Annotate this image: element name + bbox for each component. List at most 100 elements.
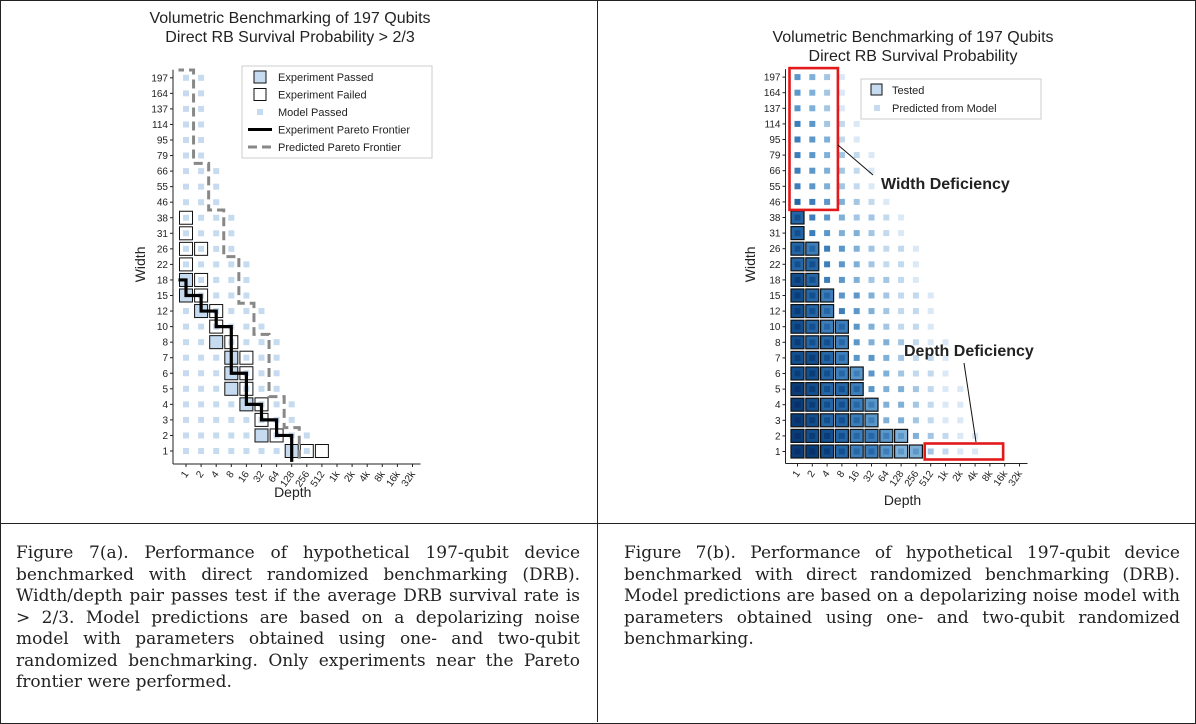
chart-a-legend: Experiment Passed Experiment Failed Model … xyxy=(241,65,433,159)
chart-b-predicted-point xyxy=(883,292,890,299)
chart-a-model-passed-point xyxy=(198,276,205,283)
chart-b-predicted-point xyxy=(809,292,816,299)
chart-b-predicted-point xyxy=(838,401,845,408)
chart-a-subtitle: Direct RB Survival Probability > 2/3 xyxy=(165,29,415,46)
chart-b-y-tick-label: 26 xyxy=(769,244,781,255)
chart-b-predicted-point xyxy=(957,401,964,408)
chart-a-model-passed-point xyxy=(213,168,220,175)
chart-a-model-passed-point xyxy=(243,261,250,268)
chart-a-model-passed-point xyxy=(213,401,220,408)
chart-b-predicted-point xyxy=(794,276,801,283)
chart-a-model-passed-point xyxy=(258,339,265,346)
chart-a-x-tick-label: 2 xyxy=(194,469,206,480)
chart-b-predicted-point xyxy=(942,448,949,455)
chart-a-model-passed-point xyxy=(273,339,280,346)
chart-b-predicted-point xyxy=(838,105,845,112)
chart-a-experiment-failed xyxy=(179,257,193,272)
chart-b-y-tick-label: 4 xyxy=(775,400,781,411)
chart-a-x-tick-label: 1k xyxy=(327,469,343,485)
chart-b-x-tick-label: 8 xyxy=(835,469,847,480)
chart-b-predicted-point xyxy=(883,354,890,361)
chart-b-predicted-point xyxy=(824,432,831,439)
chart-b-predicted-point xyxy=(824,276,831,283)
chart-b-predicted-point xyxy=(824,261,831,268)
chart-b-predicted-point xyxy=(912,323,919,330)
chart-b-predicted-point xyxy=(868,276,875,283)
chart-a-model-passed-point xyxy=(303,432,310,439)
chart-b-predicted-point xyxy=(824,448,831,455)
chart-a-model-passed-point xyxy=(198,152,205,159)
chart-b-predicted-point xyxy=(883,198,890,205)
chart-a-model-passed-point xyxy=(213,261,220,268)
chart-b-x-tick-label: 32k xyxy=(1007,468,1026,488)
chart-a-title: Volumetric Benchmarking of 197 Qubits xyxy=(149,10,430,27)
chart-b-predicted-point xyxy=(883,417,890,424)
chart-a-model-passed-point xyxy=(213,183,220,190)
chart-b-predicted-point xyxy=(942,401,949,408)
chart-b-predicted-point xyxy=(868,417,875,424)
chart-b-predicted-point xyxy=(794,89,801,96)
legend-swatch-passed xyxy=(253,70,267,84)
chart-a-model-passed-point xyxy=(183,137,189,143)
chart-b-y-tick-label: 1 xyxy=(775,447,781,458)
chart-a-y-tick-label: 164 xyxy=(151,89,168,100)
chart-b-predicted-point xyxy=(794,354,801,361)
chart-b-x-tick-label: 2 xyxy=(806,469,818,480)
chart-b-predicted-point xyxy=(853,292,860,299)
chart-a-model-passed-point xyxy=(243,432,250,439)
chart-a-x-tick-label: 16 xyxy=(236,469,252,485)
chart-b-predicted-point xyxy=(824,74,831,81)
chart-b-predicted-point xyxy=(809,214,816,221)
chart-b-predicted-point xyxy=(838,370,845,377)
chart-a-y-tick-label: 79 xyxy=(157,151,169,162)
chart-b-predicted-point xyxy=(853,308,860,315)
chart-a-model-passed-point xyxy=(183,432,189,439)
chart-b-legend-label: Tested xyxy=(892,85,924,97)
chart-b-predicted-point xyxy=(838,276,845,283)
chart-a-model-passed-point xyxy=(228,261,235,268)
chart-a-x-tick-label: 32 xyxy=(252,469,268,485)
chart-a-model-passed-point xyxy=(183,448,189,454)
chart-a-model-passed-point xyxy=(228,214,235,221)
chart-a-legend-label: Experiment Failed xyxy=(278,90,367,102)
chart-b-y-tick-label: 137 xyxy=(764,104,781,115)
chart-b-predicted-point xyxy=(883,370,890,377)
chart-a-model-passed-point xyxy=(198,370,205,377)
chart-b-predicted-point xyxy=(853,386,860,393)
chart-b-predicted-point xyxy=(942,354,949,361)
chart-a-model-passed-point xyxy=(183,121,189,128)
chart-a-model-passed-point xyxy=(258,385,265,392)
chart-b-predicted-point xyxy=(883,308,890,315)
chart-b-legend-box xyxy=(860,78,1042,120)
chart-a-model-passed-point xyxy=(198,416,205,423)
chart-b-predicted-point xyxy=(927,308,934,315)
chart-b-predicted-point xyxy=(838,432,845,439)
chart-a-y-tick-label: 2 xyxy=(162,431,168,442)
caption-a: Figure 7(a). Performance of hypothetical… xyxy=(16,543,580,692)
chart-a-model-passed-point xyxy=(213,416,220,423)
chart-b-depth-deficiency-label: Depth Deficiency xyxy=(904,343,1034,360)
chart-b-predicted-point xyxy=(898,245,905,252)
chart-a-model-passed-point xyxy=(228,448,235,454)
chart-a-model-passed-point xyxy=(183,245,189,252)
chart-a-x-tick-label: 1 xyxy=(179,469,191,480)
chart-a-model-passed-point xyxy=(258,370,265,377)
chart-b-predicted-point xyxy=(824,152,831,159)
chart-a-y-tick-label: 38 xyxy=(157,213,169,224)
chart-b-predicted-point xyxy=(838,245,845,252)
chart-a-model-passed-point xyxy=(198,137,205,143)
chart-a-model-passed-point xyxy=(198,183,205,190)
chart-b: Volumetric Benchmarking of 197 Qubits Dir… xyxy=(742,29,1054,508)
chart-b-predicted-point xyxy=(794,183,801,190)
chart-a-model-passed-point xyxy=(198,74,205,81)
chart-a-model-passed-point xyxy=(228,308,235,315)
chart-b-predicted-point xyxy=(809,89,816,96)
chart-b-predicted-point xyxy=(898,276,905,283)
chart-a-model-passed-point xyxy=(273,385,280,392)
chart-b-predicted-point xyxy=(824,323,831,330)
chart-b-predicted-point xyxy=(824,120,831,127)
chart-b-y-tick-label: 3 xyxy=(775,416,781,427)
chart-a-model-passed-point xyxy=(213,245,220,252)
caption-divider xyxy=(1,523,1195,524)
chart-a-model-passed-point xyxy=(183,183,189,190)
